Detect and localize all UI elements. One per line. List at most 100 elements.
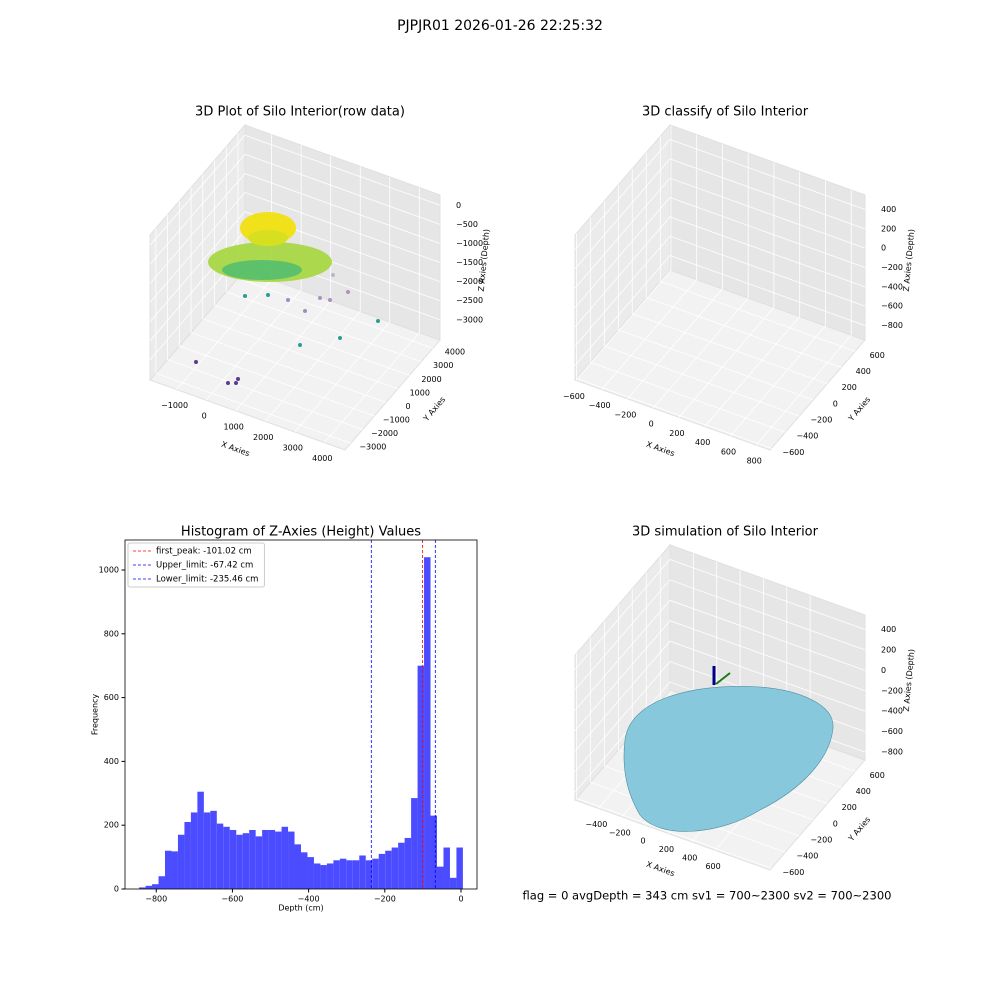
suptitle: PJPJR01 2026-01-26 22:25:32 [397, 18, 603, 34]
bar [404, 837, 412, 889]
y-tick-label: 0 [833, 399, 838, 408]
bar [249, 829, 256, 889]
z-tick-label: −1500 [456, 258, 483, 267]
z-tick-label: −800 [881, 321, 903, 330]
bar [268, 829, 276, 889]
point [234, 381, 238, 385]
z-axis-label: Z Axies (Depth) [902, 229, 916, 292]
grid-line [645, 152, 842, 368]
grid-line [574, 640, 866, 752]
bar [326, 863, 334, 889]
point [303, 309, 307, 313]
point [376, 319, 380, 323]
y-tick-label: 1000 [410, 388, 430, 397]
grid-line [755, 190, 852, 446]
bar [210, 810, 217, 889]
x-tick-label: 1000 [224, 422, 244, 431]
bar [391, 847, 399, 889]
z-tick-label: 200 [881, 224, 896, 233]
axes-3d [574, 123, 866, 451]
z-tick-label: −800 [881, 748, 903, 757]
point [243, 294, 247, 298]
z-tick-label: −400 [881, 282, 903, 291]
x-tick-label: 600 [705, 862, 720, 871]
x-tick-label: −200 [609, 828, 631, 837]
x-tick-label: 400 [682, 853, 697, 862]
axes-3d [574, 543, 866, 871]
bar [255, 836, 263, 889]
grid-line [575, 233, 772, 449]
y-tick-label: 0 [114, 885, 119, 894]
bar [177, 834, 185, 889]
legend-label: Upper_limit: -67.42 cm [156, 561, 253, 571]
bar [307, 857, 314, 889]
z-tick-label: 0 [881, 666, 886, 675]
grid-line [575, 125, 672, 381]
y-axis-label: Y Axies [846, 815, 872, 844]
z-tick-label: −3000 [456, 315, 483, 324]
grid-line [574, 177, 866, 289]
y-tick-label: 200 [842, 383, 857, 392]
bar [229, 829, 237, 889]
y-tick-label: −600 [782, 448, 804, 457]
bar [449, 877, 457, 889]
cloud [222, 260, 302, 280]
x-tick-label: 0 [649, 420, 654, 429]
point [346, 290, 350, 294]
y-tick-label: 4000 [445, 348, 465, 357]
x-tick-label: −400 [585, 820, 607, 829]
y-tick-label: −1000 [383, 416, 410, 425]
bar [216, 823, 224, 889]
z-tick-label: −2000 [456, 277, 483, 286]
grid-line [574, 620, 866, 732]
x-axis-label: X Axies [645, 860, 676, 879]
bar [437, 866, 444, 889]
grid-line [574, 579, 866, 691]
z-tick-label: −600 [881, 302, 903, 311]
z-tick-label: −1000 [456, 239, 483, 248]
bar [372, 858, 379, 889]
bar [352, 860, 360, 889]
grid-line [601, 134, 698, 390]
bar [242, 833, 250, 889]
point [194, 360, 198, 364]
z-tick-label: −400 [881, 707, 903, 716]
bar [398, 842, 405, 889]
grid-line [603, 201, 800, 417]
grid-line [678, 162, 775, 418]
grid-line [652, 153, 749, 409]
bar [288, 831, 295, 889]
y-tick-label: 3000 [433, 361, 453, 370]
y-tick-label: 0 [406, 402, 411, 411]
bar [430, 815, 437, 889]
grid-line [574, 139, 866, 250]
grid-line [589, 637, 786, 853]
z-tick-label: 400 [881, 205, 896, 214]
chart-title: Histogram of Z-Axies (Height) Values [181, 525, 421, 540]
x-tick-label: −600 [221, 895, 243, 904]
bar [190, 812, 198, 889]
x-tick-label: 0 [458, 895, 463, 904]
z-tick-label: 0 [456, 201, 461, 210]
y-tick-label: −600 [782, 868, 804, 877]
point [286, 298, 290, 302]
chart-title: 3D simulation of Silo Interior [632, 525, 819, 540]
bar [359, 855, 366, 889]
y-tick-label: 200 [842, 803, 857, 812]
grid-line [149, 192, 441, 303]
bar [320, 865, 327, 889]
y-tick-label: −400 [796, 432, 818, 441]
footer: flag = 0 avgDepth = 343 cm sv1 = 700~230… [523, 889, 892, 903]
y-axis-label: Frequency [91, 694, 100, 736]
x-tick-label: 2000 [253, 433, 273, 442]
z-tick-label: 400 [881, 625, 896, 634]
y-tick-label: 1000 [99, 565, 119, 574]
y-tick-label: 400 [104, 757, 119, 766]
bar [294, 844, 301, 889]
grid-line [149, 134, 441, 246]
grid-line [149, 172, 441, 284]
grid-line [631, 168, 828, 385]
auger [715, 672, 731, 685]
y-tick-label: 400 [856, 787, 871, 796]
grid-line [574, 197, 866, 308]
